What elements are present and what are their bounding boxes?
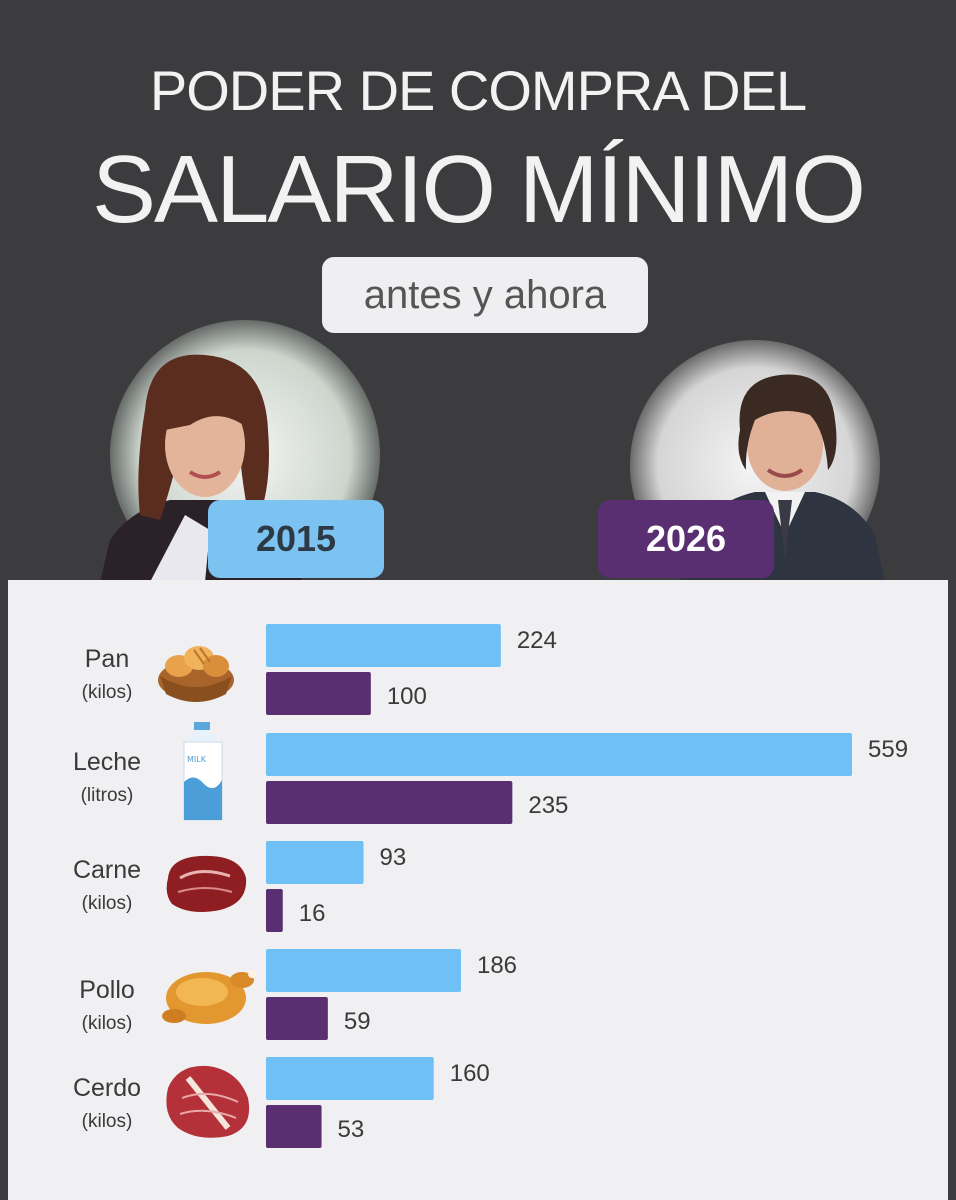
data-label-pollo-2026: 59 bbox=[344, 1008, 371, 1035]
subtitle-text: antes y ahora bbox=[363, 272, 607, 317]
bar-carne-2015 bbox=[266, 841, 364, 884]
category-name: Carne bbox=[72, 856, 142, 884]
bar-pollo-2015 bbox=[266, 949, 461, 992]
beef-icon bbox=[166, 855, 247, 912]
bar-pan-2015 bbox=[266, 624, 501, 667]
category-unit: (kilos) bbox=[81, 682, 133, 703]
year-badge-2026: 2026 bbox=[598, 500, 774, 578]
row-label-pollo: Pollo (kilos) bbox=[52, 976, 162, 1035]
chicken-icon bbox=[162, 970, 256, 1024]
category-unit: (kilos) bbox=[81, 893, 133, 914]
row-label-leche: Leche (litros) bbox=[52, 748, 162, 807]
row-label-pan: Pan (kilos) bbox=[52, 645, 162, 704]
title-line-1: PODER DE COMPRA DEL bbox=[149, 59, 807, 122]
svg-text:MILK: MILK bbox=[187, 755, 207, 764]
bar-leche-2015 bbox=[266, 733, 852, 776]
bar-pan-2026 bbox=[266, 672, 371, 715]
bar-chart: 224 100 559 235 93 16 186 59 160 53 bbox=[266, 624, 908, 1148]
category-name: Pollo bbox=[79, 976, 135, 1004]
category-unit: (litros) bbox=[80, 785, 134, 806]
data-label-leche-2026: 235 bbox=[528, 792, 568, 819]
bar-cerdo-2015 bbox=[266, 1057, 434, 1100]
year-badge-2015: 2015 bbox=[208, 500, 384, 578]
bar-leche-2026 bbox=[266, 781, 513, 824]
data-label-leche-2015: 559 bbox=[868, 736, 908, 763]
pork-steak-icon bbox=[166, 1065, 250, 1138]
milk-carton-icon: MILK bbox=[183, 722, 223, 821]
bar-pollo-2026 bbox=[266, 997, 328, 1040]
year-2015-label: 2015 bbox=[255, 518, 337, 559]
category-unit: (kilos) bbox=[81, 1111, 133, 1132]
row-label-carne: Carne (kilos) bbox=[52, 856, 162, 915]
title-line-2: SALARIO MÍNIMO bbox=[91, 136, 866, 243]
data-label-cerdo-2015: 160 bbox=[450, 1060, 490, 1087]
data-label-pan-2026: 100 bbox=[387, 683, 427, 710]
data-label-carne-2015: 93 bbox=[379, 844, 406, 871]
year-2026-label: 2026 bbox=[645, 518, 727, 559]
bar-carne-2026 bbox=[266, 889, 283, 932]
bar-cerdo-2026 bbox=[266, 1105, 322, 1148]
data-label-pan-2015: 224 bbox=[517, 627, 557, 654]
bread-basket-icon bbox=[158, 646, 234, 702]
data-label-cerdo-2026: 53 bbox=[338, 1116, 365, 1143]
category-name: Leche bbox=[72, 748, 142, 776]
data-label-pollo-2015: 186 bbox=[477, 952, 517, 979]
data-label-carne-2026: 16 bbox=[299, 900, 326, 927]
category-unit: (kilos) bbox=[81, 1013, 133, 1034]
chart-panel: Pan (kilos) Leche (litros) Carne (kilos)… bbox=[8, 580, 948, 1200]
category-name: Cerdo bbox=[72, 1074, 142, 1102]
row-label-cerdo: Cerdo (kilos) bbox=[52, 1074, 162, 1133]
subtitle-pill: antes y ahora bbox=[322, 257, 648, 333]
category-name: Pan bbox=[84, 645, 130, 673]
